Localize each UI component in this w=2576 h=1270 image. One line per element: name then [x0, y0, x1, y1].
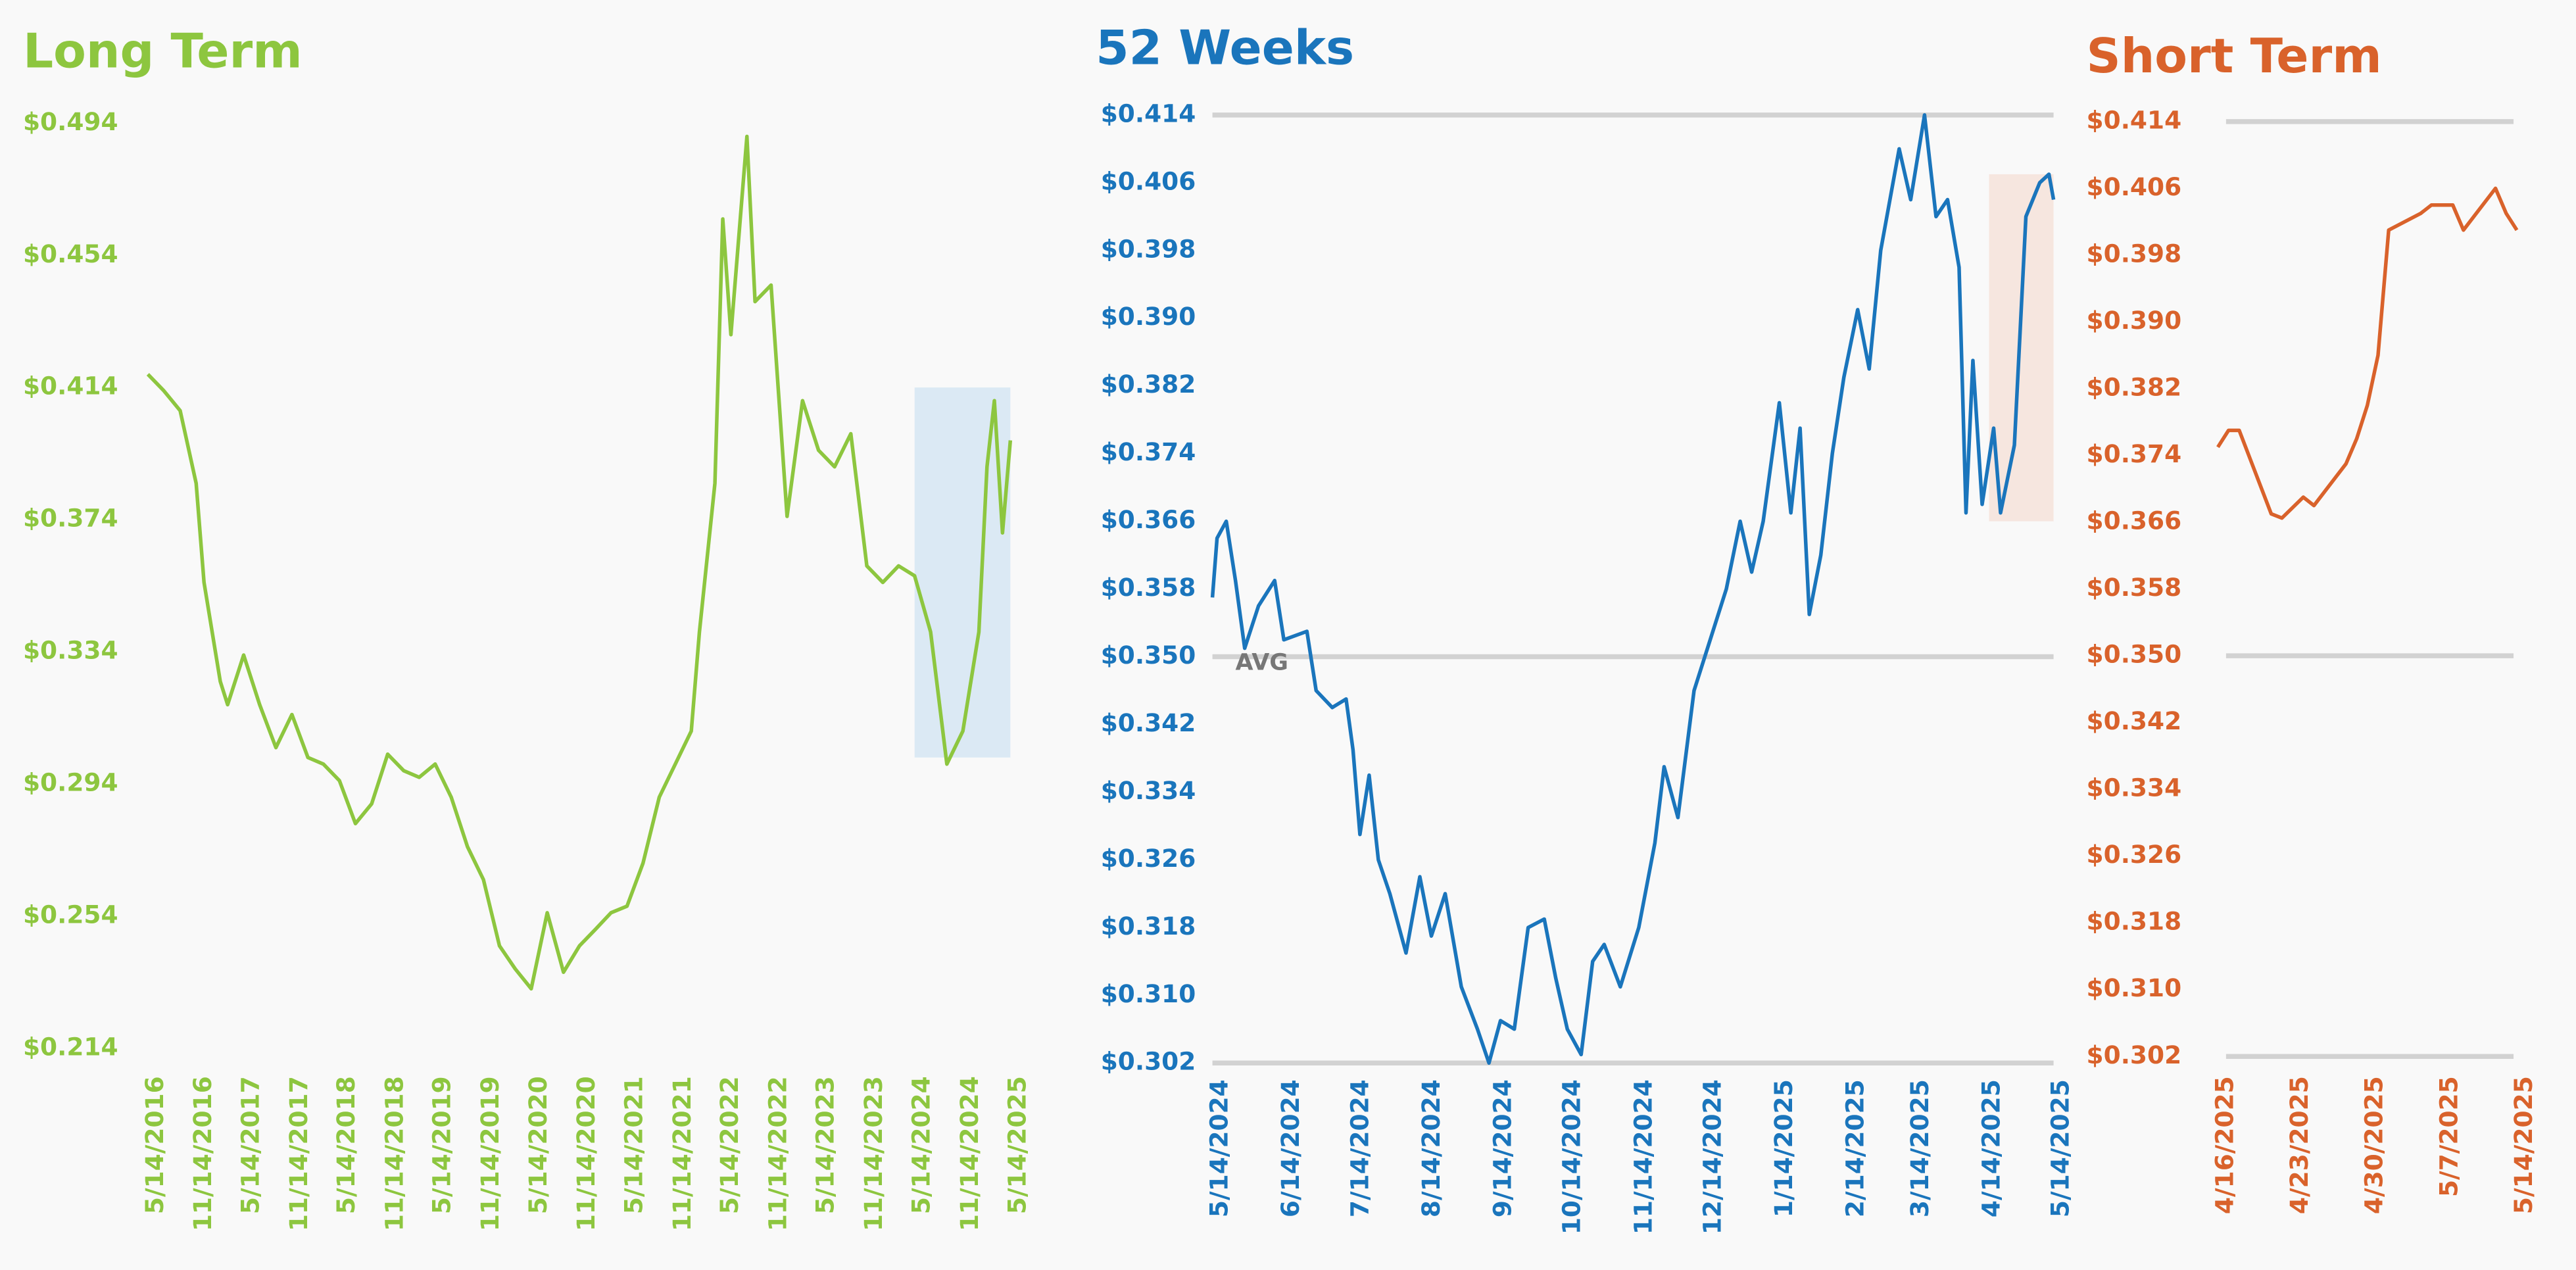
highlight-range [914, 387, 1011, 758]
y-tick-label: $0.318 [2087, 907, 2182, 936]
x-tick-label: 5/14/2025 [1002, 1076, 1031, 1214]
x-tick-label: 5/14/2025 [2046, 1079, 2075, 1217]
y-tick-label: $0.390 [1101, 302, 1196, 331]
x-tick-label: 1/14/2025 [1769, 1079, 1798, 1217]
x-tick-label: 4/14/2025 [1976, 1079, 2005, 1217]
y-tick-label: $0.326 [1101, 844, 1196, 873]
x-tick-label: 3/14/2025 [1905, 1079, 1934, 1217]
x-tick-label: 11/14/2022 [763, 1076, 792, 1231]
y-tick-label: $0.302 [2087, 1040, 2182, 1069]
y-tick-label: $0.374 [23, 504, 118, 533]
x-tick-label: 4/30/2025 [2360, 1076, 2389, 1214]
y-tick-label: $0.334 [1101, 776, 1196, 805]
y-tick-label: $0.406 [1101, 166, 1196, 195]
y-tick-label: $0.310 [2087, 973, 2182, 1002]
y-tick-label: $0.294 [23, 768, 118, 796]
y-tick-label: $0.318 [1101, 912, 1196, 940]
y-tick-label: $0.310 [1101, 979, 1196, 1008]
y-tick-label: $0.382 [1101, 370, 1196, 399]
x-tick-label: 11/14/2017 [284, 1076, 313, 1231]
x-tick-label: 11/14/2019 [475, 1076, 504, 1231]
y-tick-label: $0.350 [1101, 641, 1196, 670]
x-tick-label: 11/14/2024 [1628, 1079, 1657, 1234]
y-tick-label: $0.326 [2087, 840, 2182, 869]
y-tick-label: $0.358 [2087, 573, 2182, 602]
x-tick-label: 5/14/2022 [715, 1076, 744, 1214]
y-tick-label: $0.214 [23, 1032, 118, 1061]
x-tick-label: 5/14/2021 [619, 1076, 648, 1214]
chart-title: Short Term [2087, 29, 2382, 84]
y-tick-label: $0.398 [1101, 234, 1196, 263]
x-tick-label: 9/14/2024 [1488, 1079, 1517, 1217]
y-tick-label: $0.414 [1101, 99, 1196, 128]
y-tick-label: $0.358 [1101, 573, 1196, 602]
x-tick-label: 11/14/2021 [668, 1076, 696, 1231]
x-tick-label: 11/14/2024 [955, 1076, 984, 1231]
y-tick-label: $0.398 [2087, 239, 2182, 268]
x-tick-label: 12/14/2024 [1697, 1079, 1726, 1234]
x-tick-label: 5/14/2024 [907, 1076, 936, 1214]
price-line [146, 134, 1013, 991]
y-tick-label: $0.494 [23, 107, 118, 136]
y-tick-label: $0.390 [2087, 306, 2182, 335]
y-tick-label: $0.350 [2087, 640, 2182, 669]
x-tick-label: 11/14/2023 [859, 1076, 888, 1231]
x-tick-label: 4/23/2025 [2285, 1076, 2314, 1214]
x-tick-label: 5/14/2019 [427, 1076, 456, 1214]
chart-title: Long Term [23, 24, 303, 79]
x-tick-label: 11/14/2016 [188, 1076, 217, 1231]
chart-title: 52 Weeks [1096, 20, 1354, 76]
x-tick-label: 5/14/2023 [811, 1076, 840, 1214]
y-tick-label: $0.374 [1101, 437, 1196, 466]
y-tick-label: $0.406 [2087, 172, 2182, 201]
y-tick-label: $0.374 [2087, 439, 2182, 468]
y-tick-label: $0.334 [23, 636, 118, 665]
y-tick-label: $0.382 [2087, 372, 2182, 401]
price-line [1210, 113, 2056, 1065]
x-tick-label: 5/7/2025 [2434, 1076, 2463, 1197]
x-tick-label: 5/14/2020 [523, 1076, 552, 1214]
highlight-range [1989, 174, 2054, 522]
x-tick-label: 10/14/2024 [1557, 1079, 1586, 1234]
x-tick-label: 11/14/2018 [380, 1076, 409, 1231]
x-tick-label: 11/14/2020 [571, 1076, 600, 1231]
price-line [2216, 186, 2519, 520]
y-tick-label: $0.366 [2087, 506, 2182, 535]
x-tick-label: 5/14/2025 [2509, 1076, 2538, 1214]
y-tick-label: $0.342 [2087, 706, 2182, 735]
y-tick-label: $0.366 [1101, 505, 1196, 534]
y-tick-label: $0.454 [23, 239, 118, 268]
y-tick-label: $0.414 [2087, 105, 2182, 134]
reference-label: AVG [1236, 650, 1288, 676]
x-tick-label: 5/14/2017 [235, 1076, 264, 1214]
y-tick-label: $0.342 [1101, 708, 1196, 737]
x-tick-label: 4/16/2025 [2210, 1076, 2239, 1214]
x-tick-label: 5/14/2024 [1205, 1079, 1234, 1217]
x-tick-label: 7/14/2024 [1345, 1079, 1374, 1217]
y-tick-label: $0.334 [2087, 773, 2182, 802]
x-tick-label: 8/14/2024 [1417, 1079, 1446, 1217]
y-tick-label: $0.302 [1101, 1047, 1196, 1076]
x-tick-label: 6/14/2024 [1276, 1079, 1305, 1217]
y-tick-label: $0.414 [23, 372, 118, 401]
y-tick-label: $0.254 [23, 900, 118, 929]
x-tick-label: 5/14/2016 [140, 1076, 169, 1214]
x-tick-label: 5/14/2018 [331, 1076, 360, 1214]
x-tick-label: 2/14/2025 [1841, 1079, 1870, 1217]
